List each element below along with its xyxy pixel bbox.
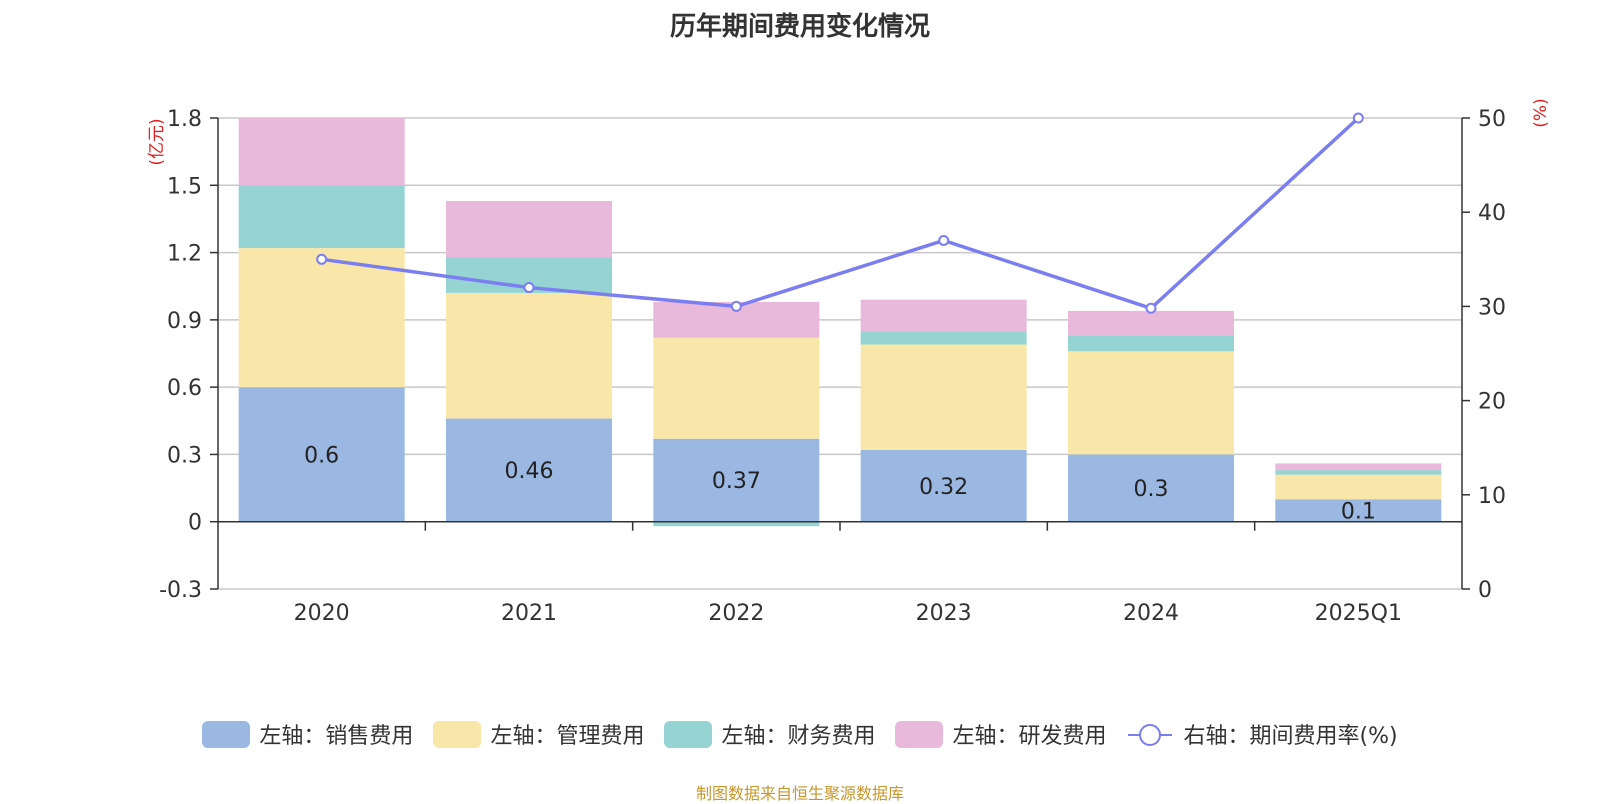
bar-segment-4 (1275, 463, 1442, 471)
bar-segment-4 (238, 118, 405, 186)
rate-point (1145, 302, 1157, 314)
rate-line-layer (316, 112, 1364, 314)
bar-data-label: 0.3 (1134, 477, 1169, 502)
legend-item[interactable]: 左轴：研发费用 (895, 718, 1106, 750)
right-tick-label: 0 (1478, 578, 1492, 603)
source-footer: 制图数据来自恒生聚源数据库 (695, 784, 904, 803)
bar-segment-1 (238, 387, 405, 522)
legend-swatch (202, 720, 251, 748)
left-tick-label: 1.5 (167, 174, 202, 199)
legend-label: 左轴：销售费用 (259, 724, 414, 749)
x-tick-label: 2025Q1 (1315, 601, 1402, 626)
right-tick-label: 20 (1478, 390, 1506, 415)
bar-data-label: 0.37 (712, 469, 761, 494)
axes: -0.3 0 0.3 0.6 0.9 1.2 1.5 1.8 0 10 20 30 40 50 2020 20… (147, 98, 1551, 626)
rate-point (523, 282, 535, 294)
legend-item[interactable]: 左轴：销售费用 (202, 718, 413, 750)
bar-segment-4 (860, 299, 1027, 332)
bar-data-label: 0.46 (505, 459, 554, 484)
left-tick-label: -0.3 (159, 578, 202, 603)
bar-segment-2 (1068, 351, 1234, 455)
bar-data-label: 0.6 (304, 443, 339, 468)
rate-point (1352, 112, 1364, 124)
legend-label: 左轴：研发费用 (952, 724, 1107, 749)
x-tick-label: 2023 (916, 601, 972, 626)
left-axis-unit: (亿元) (147, 118, 167, 165)
legend-item[interactable]: 左轴：管理费用 (433, 718, 644, 750)
bars-layer (238, 118, 1442, 527)
legend-label: 右轴：期间费用率(%) (1183, 724, 1398, 749)
legend-label: 左轴：财务费用 (721, 724, 876, 749)
right-tick-label: 10 (1478, 484, 1506, 509)
chart-title: 历年期间费用变化情况 (669, 12, 930, 42)
right-tick-label: 50 (1478, 107, 1506, 132)
bar-segment-1 (653, 438, 820, 522)
bar-segment-1 (446, 418, 612, 522)
left-tick-label: 0.3 (167, 443, 202, 468)
bar-segment-3 (860, 331, 1027, 345)
right-tick-label: 30 (1478, 295, 1506, 320)
left-tick-label: 1.2 (167, 242, 202, 267)
bar-segment-1 (1275, 499, 1442, 522)
data-labels: 0.6 0.46 0.37 0.32 0.3 0.1 (304, 443, 1376, 524)
bar-data-label: 0.32 (919, 475, 968, 500)
bar-segment-3 (653, 521, 820, 527)
rate-point (316, 253, 328, 265)
legend-item[interactable]: 左轴：财务费用 (664, 718, 875, 750)
rate-line (321, 116, 1360, 311)
legend: 左轴：销售费用 左轴：管理费用 左轴：财务费用 左轴：研发费用 右轴：期间费用率(%) (0, 718, 1600, 750)
x-tick-label: 2022 (708, 601, 764, 626)
bar-segment-2 (238, 248, 405, 388)
bar-segment-3 (1275, 470, 1442, 475)
bar-segment-2 (446, 292, 612, 419)
bar-data-label: 0.1 (1341, 500, 1376, 525)
bar-segment-2 (1275, 474, 1442, 500)
bar-segment-4 (446, 200, 612, 258)
right-tick-label: 40 (1478, 201, 1506, 226)
legend-label: 左轴：管理费用 (490, 724, 645, 749)
x-tick-label: 2024 (1123, 601, 1179, 626)
legend-line-marker-icon (1128, 723, 1173, 746)
left-tick-label: 0.6 (167, 376, 202, 401)
legend-swatch (433, 720, 482, 748)
bar-segment-2 (860, 344, 1027, 450)
bar-segment-1 (860, 449, 1027, 522)
bar-segment-4 (1068, 310, 1234, 336)
left-tick-label: 0 (188, 511, 202, 536)
bar-segment-2 (653, 337, 820, 439)
right-axis-unit: (%) (1531, 98, 1551, 127)
rate-point (730, 300, 742, 312)
x-tick-label: 2020 (294, 601, 350, 626)
rate-point (938, 234, 950, 246)
legend-swatch (895, 720, 944, 748)
left-tick-label: 1.8 (167, 107, 202, 132)
bar-segment-1 (1068, 454, 1234, 522)
bar-segment-3 (1068, 335, 1234, 352)
bar-segment-3 (238, 185, 405, 249)
left-tick-label: 0.9 (167, 309, 202, 334)
legend-item[interactable]: 右轴：期间费用率(%) (1126, 718, 1398, 750)
x-tick-label: 2021 (501, 601, 557, 626)
legend-swatch (664, 720, 713, 748)
